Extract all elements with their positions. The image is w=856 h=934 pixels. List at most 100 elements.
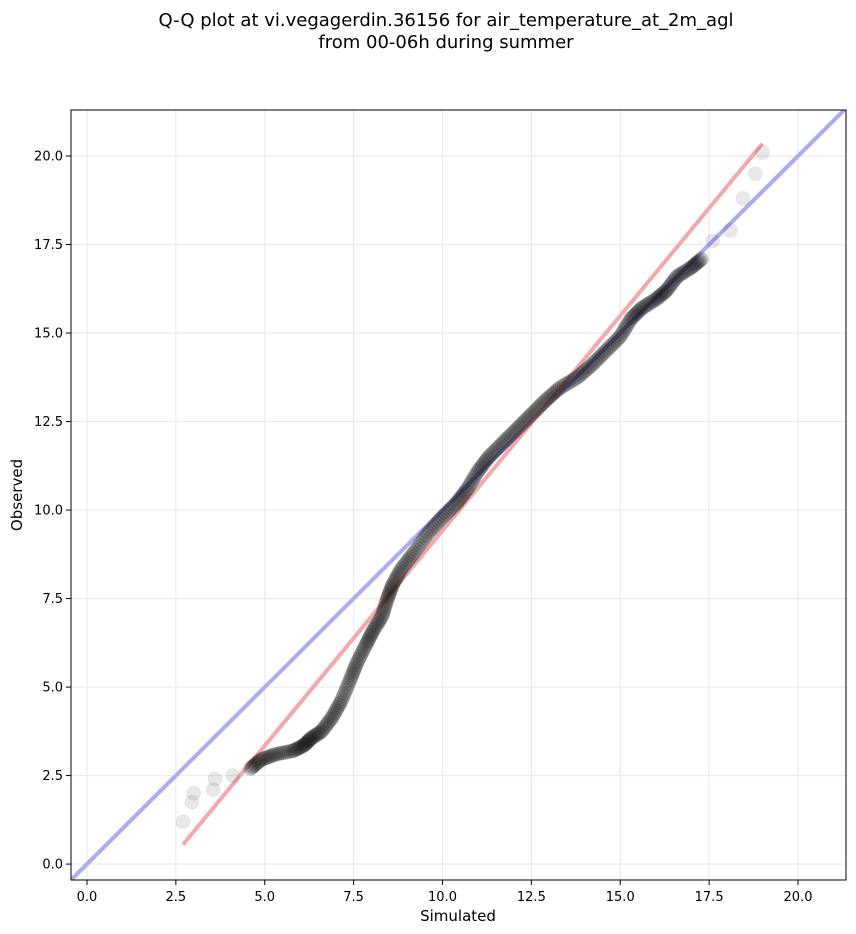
qq-point	[447, 497, 463, 513]
qq-point	[491, 438, 507, 454]
qq-point	[287, 742, 303, 758]
qq-point	[648, 291, 664, 307]
qq-point	[735, 191, 751, 207]
x-axis-ticks: 0.0 2.5 5.0 7.5 10.0 12.5 15.0 17.5 20.0	[77, 880, 813, 905]
qq-point	[668, 270, 684, 286]
y-tick-label: 0.0	[42, 858, 63, 873]
qq-point	[276, 745, 292, 761]
qq-point	[186, 785, 202, 801]
qq-point	[462, 476, 478, 492]
qq-point	[244, 759, 260, 775]
qq-point	[520, 410, 536, 426]
qq-point	[413, 535, 429, 551]
qq-point	[584, 357, 600, 373]
qq-point	[429, 515, 445, 531]
qq-point	[612, 329, 628, 345]
qq-point	[301, 732, 317, 748]
qq-point	[657, 284, 673, 300]
fit-line	[181, 142, 764, 846]
qq-point	[312, 724, 328, 740]
qq-point	[516, 414, 532, 430]
qq-point	[272, 745, 288, 761]
qq-point	[279, 744, 295, 760]
qq-point	[424, 521, 440, 537]
qq-point	[671, 267, 687, 283]
qq-point	[623, 311, 639, 327]
qq-point	[573, 366, 589, 382]
qq-point	[386, 574, 402, 590]
y-tick-label: 20.0	[34, 150, 63, 165]
qq-point	[251, 754, 267, 770]
qq-point	[306, 729, 322, 745]
qq-point	[635, 299, 651, 315]
qq-point	[479, 451, 495, 467]
qq-point	[571, 368, 587, 384]
qq-point	[355, 643, 371, 659]
qq-point	[267, 746, 283, 762]
qq-point	[383, 580, 399, 596]
x-tick-label: 20.0	[784, 890, 813, 905]
qq-point	[481, 449, 497, 465]
qq-point	[395, 558, 411, 574]
qq-point	[270, 746, 286, 762]
qq-point	[463, 474, 479, 490]
qq-point	[384, 578, 400, 594]
qq-point	[609, 332, 625, 348]
qq-point	[435, 509, 451, 525]
qq-point	[378, 595, 394, 611]
qq-point	[308, 727, 324, 743]
qq-point	[408, 542, 424, 558]
qq-point	[454, 488, 470, 504]
qq-point	[330, 699, 346, 715]
qq-point	[642, 295, 658, 311]
qq-point	[327, 705, 343, 721]
qq-point	[577, 363, 593, 379]
qq-point	[296, 737, 312, 753]
qq-point	[436, 507, 452, 523]
qq-point	[669, 268, 685, 284]
x-tick-label: 7.5	[343, 890, 364, 905]
qq-point	[467, 468, 483, 484]
qq-point	[255, 751, 271, 767]
qq-point	[356, 641, 372, 657]
qq-point	[654, 286, 670, 302]
data-points	[175, 144, 770, 830]
qq-point	[445, 499, 461, 515]
qq-point	[283, 743, 299, 759]
qq-point	[390, 566, 406, 582]
qq-point	[314, 723, 330, 739]
qq-point	[534, 396, 550, 412]
qq-point	[473, 460, 489, 476]
qq-point	[554, 379, 570, 395]
qq-point	[175, 814, 191, 830]
qq-point	[362, 629, 378, 645]
qq-point	[377, 597, 393, 613]
qq-point	[504, 426, 520, 442]
qq-point	[385, 576, 401, 592]
qq-point	[596, 345, 612, 361]
qq-point	[674, 265, 690, 281]
qq-point	[484, 445, 500, 461]
qq-point	[303, 730, 319, 746]
y-axis-label: Observed	[8, 459, 26, 531]
qq-point	[379, 593, 395, 609]
qq-point	[545, 386, 561, 402]
qq-point	[513, 417, 529, 433]
qq-point	[329, 701, 345, 717]
qq-point	[477, 454, 493, 470]
qq-point	[656, 285, 672, 301]
qq-point	[205, 782, 221, 798]
qq-point	[370, 615, 386, 631]
qq-point	[345, 665, 361, 681]
x-tick-label: 0.0	[77, 890, 98, 905]
qq-point	[433, 511, 449, 527]
qq-point	[634, 300, 650, 316]
qq-point	[298, 736, 314, 752]
qq-point	[247, 757, 263, 773]
y-tick-label: 15.0	[34, 327, 63, 342]
qq-point	[506, 424, 522, 440]
y-tick-label: 2.5	[42, 769, 63, 784]
qq-point	[694, 251, 710, 267]
qq-point	[349, 654, 365, 670]
qq-point	[538, 392, 554, 408]
